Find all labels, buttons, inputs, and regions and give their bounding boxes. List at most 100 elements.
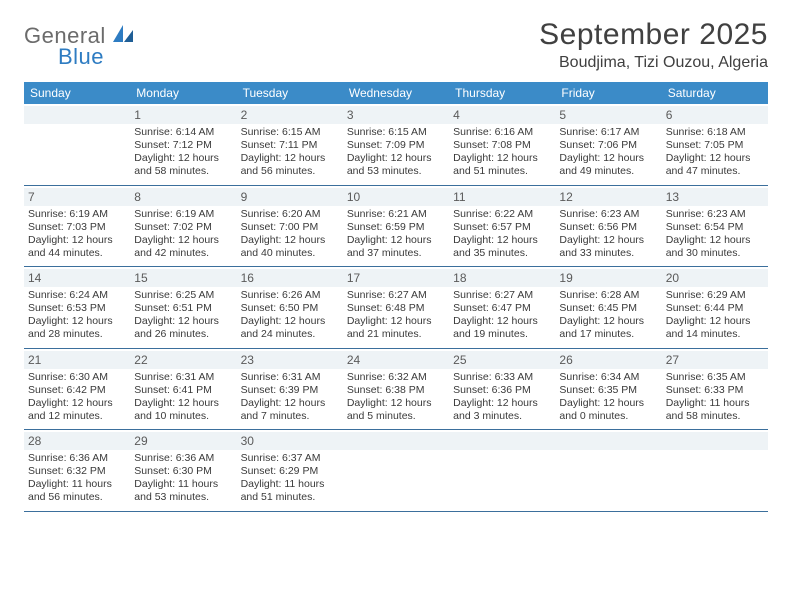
- day-number: 30: [237, 432, 343, 450]
- daylight-line: Daylight: 12 hours: [559, 234, 657, 247]
- day-cell: 24Sunrise: 6:32 AMSunset: 6:38 PMDayligh…: [343, 349, 449, 430]
- day-cell: 15Sunrise: 6:25 AMSunset: 6:51 PMDayligh…: [130, 267, 236, 348]
- day-number: 3: [343, 106, 449, 124]
- sunrise-line: Sunrise: 6:31 AM: [134, 371, 232, 384]
- day-cell: 14Sunrise: 6:24 AMSunset: 6:53 PMDayligh…: [24, 267, 130, 348]
- sunrise-line: Sunrise: 6:36 AM: [134, 452, 232, 465]
- daylight-line: and 17 minutes.: [559, 328, 657, 341]
- daylight-line: and 51 minutes.: [241, 491, 339, 504]
- sunset-line: Sunset: 7:00 PM: [241, 221, 339, 234]
- daylight-line: and 49 minutes.: [559, 165, 657, 178]
- day-number: 7: [24, 188, 130, 206]
- sunset-line: Sunset: 7:06 PM: [559, 139, 657, 152]
- day-number: 4: [449, 106, 555, 124]
- day-number: 14: [24, 269, 130, 287]
- day-cell: .: [662, 430, 768, 511]
- day-cell: .: [555, 430, 661, 511]
- week-row: .1Sunrise: 6:14 AMSunset: 7:12 PMDayligh…: [24, 104, 768, 186]
- daylight-line: Daylight: 12 hours: [666, 234, 764, 247]
- daylight-line: and 51 minutes.: [453, 165, 551, 178]
- daylight-line: and 44 minutes.: [28, 247, 126, 260]
- daylight-line: Daylight: 12 hours: [241, 234, 339, 247]
- day-cell: 3Sunrise: 6:15 AMSunset: 7:09 PMDaylight…: [343, 104, 449, 185]
- daylight-line: and 35 minutes.: [453, 247, 551, 260]
- sunrise-line: Sunrise: 6:15 AM: [347, 126, 445, 139]
- sunset-line: Sunset: 6:42 PM: [28, 384, 126, 397]
- logo-text-block: General Blue: [24, 24, 134, 68]
- daylight-line: and 58 minutes.: [134, 165, 232, 178]
- day-cell: 19Sunrise: 6:28 AMSunset: 6:45 PMDayligh…: [555, 267, 661, 348]
- location-text: Boudjima, Tizi Ouzou, Algeria: [539, 54, 768, 72]
- week-row: 7 Sunrise: 6:19 AM Sunset: 7:03 PM Daylight…: [24, 186, 768, 268]
- daylight-line: and 37 minutes.: [347, 247, 445, 260]
- sunrise-line: Sunrise: 6:19 AM: [134, 208, 232, 221]
- day-cell: .: [24, 104, 130, 185]
- daylight-line: and 53 minutes.: [134, 491, 232, 504]
- weeks-container: .1Sunrise: 6:14 AMSunset: 7:12 PMDayligh…: [24, 104, 768, 512]
- daylight-line: Daylight: 12 hours: [28, 315, 126, 328]
- day-cell: 26Sunrise: 6:34 AMSunset: 6:35 PMDayligh…: [555, 349, 661, 430]
- dow-cell: Friday: [555, 82, 661, 104]
- daylight-line: and 0 minutes.: [559, 410, 657, 423]
- daylight-line: Daylight: 12 hours: [134, 234, 232, 247]
- day-cell: 27Sunrise: 6:35 AMSunset: 6:33 PMDayligh…: [662, 349, 768, 430]
- sunset-line: Sunset: 6:50 PM: [241, 302, 339, 315]
- daylight-line: and 7 minutes.: [241, 410, 339, 423]
- month-title: September 2025: [539, 18, 768, 52]
- sunset-line: Sunset: 7:02 PM: [134, 221, 232, 234]
- day-cell: 8Sunrise: 6:19 AMSunset: 7:02 PMDaylight…: [130, 186, 236, 267]
- calendar-grid: Sunday Monday Tuesday Wednesday Thursday…: [24, 82, 768, 512]
- sunset-line: Sunset: 6:44 PM: [666, 302, 764, 315]
- dow-cell: Tuesday: [237, 82, 343, 104]
- sunset-line: Sunset: 7:05 PM: [666, 139, 764, 152]
- sunrise-line: Sunrise: 6:16 AM: [453, 126, 551, 139]
- daylight-line: and 26 minutes.: [134, 328, 232, 341]
- daylight-line: Daylight: 11 hours: [241, 478, 339, 491]
- daylight-line: and 3 minutes.: [453, 410, 551, 423]
- sunset-line: Sunset: 6:29 PM: [241, 465, 339, 478]
- daylight-line: Daylight: 12 hours: [347, 315, 445, 328]
- sunset-line: Sunset: 7:11 PM: [241, 139, 339, 152]
- daylight-line: Daylight: 11 hours: [134, 478, 232, 491]
- day-cell: .: [449, 430, 555, 511]
- sunrise-line: Sunrise: 6:23 AM: [559, 208, 657, 221]
- sunset-line: Sunset: 6:48 PM: [347, 302, 445, 315]
- daylight-line: and 21 minutes.: [347, 328, 445, 341]
- sunset-line: Sunset: 6:35 PM: [559, 384, 657, 397]
- daylight-line: and 53 minutes.: [347, 165, 445, 178]
- daylight-line: and 19 minutes.: [453, 328, 551, 341]
- sunset-line: Sunset: 6:51 PM: [134, 302, 232, 315]
- dow-cell: Wednesday: [343, 82, 449, 104]
- day-number: 19: [555, 269, 661, 287]
- sunset-line: Sunset: 6:41 PM: [134, 384, 232, 397]
- day-number: 20: [662, 269, 768, 287]
- day-number: .: [555, 432, 661, 450]
- day-number: 18: [449, 269, 555, 287]
- sunrise-line: Sunrise: 6:27 AM: [453, 289, 551, 302]
- sunrise-line: Sunrise: 6:24 AM: [28, 289, 126, 302]
- daylight-line: and 30 minutes.: [666, 247, 764, 260]
- daylight-line: Daylight: 12 hours: [347, 234, 445, 247]
- sunrise-line: Sunrise: 6:32 AM: [347, 371, 445, 384]
- sunset-line: Sunset: 7:03 PM: [28, 221, 126, 234]
- daylight-line: and 42 minutes.: [134, 247, 232, 260]
- day-cell: 12Sunrise: 6:23 AMSunset: 6:56 PMDayligh…: [555, 186, 661, 267]
- daylight-line: Daylight: 12 hours: [453, 152, 551, 165]
- calendar-page: General Blue September 2025 Boudjima, Ti…: [0, 0, 792, 522]
- day-number: 29: [130, 432, 236, 450]
- daylight-line: Daylight: 12 hours: [347, 152, 445, 165]
- day-number: 26: [555, 351, 661, 369]
- day-cell: 20Sunrise: 6:29 AMSunset: 6:44 PMDayligh…: [662, 267, 768, 348]
- sunrise-line: Sunrise: 6:34 AM: [559, 371, 657, 384]
- sunset-line: Sunset: 7:08 PM: [453, 139, 551, 152]
- day-cell: 22Sunrise: 6:31 AMSunset: 6:41 PMDayligh…: [130, 349, 236, 430]
- dow-cell: Saturday: [662, 82, 768, 104]
- sunset-line: Sunset: 6:30 PM: [134, 465, 232, 478]
- day-cell: 11Sunrise: 6:22 AMSunset: 6:57 PMDayligh…: [449, 186, 555, 267]
- day-number: .: [662, 432, 768, 450]
- daylight-line: and 56 minutes.: [28, 491, 126, 504]
- day-number: 13: [662, 188, 768, 206]
- day-number: 17: [343, 269, 449, 287]
- daylight-line: Daylight: 11 hours: [28, 478, 126, 491]
- daylight-line: and 14 minutes.: [666, 328, 764, 341]
